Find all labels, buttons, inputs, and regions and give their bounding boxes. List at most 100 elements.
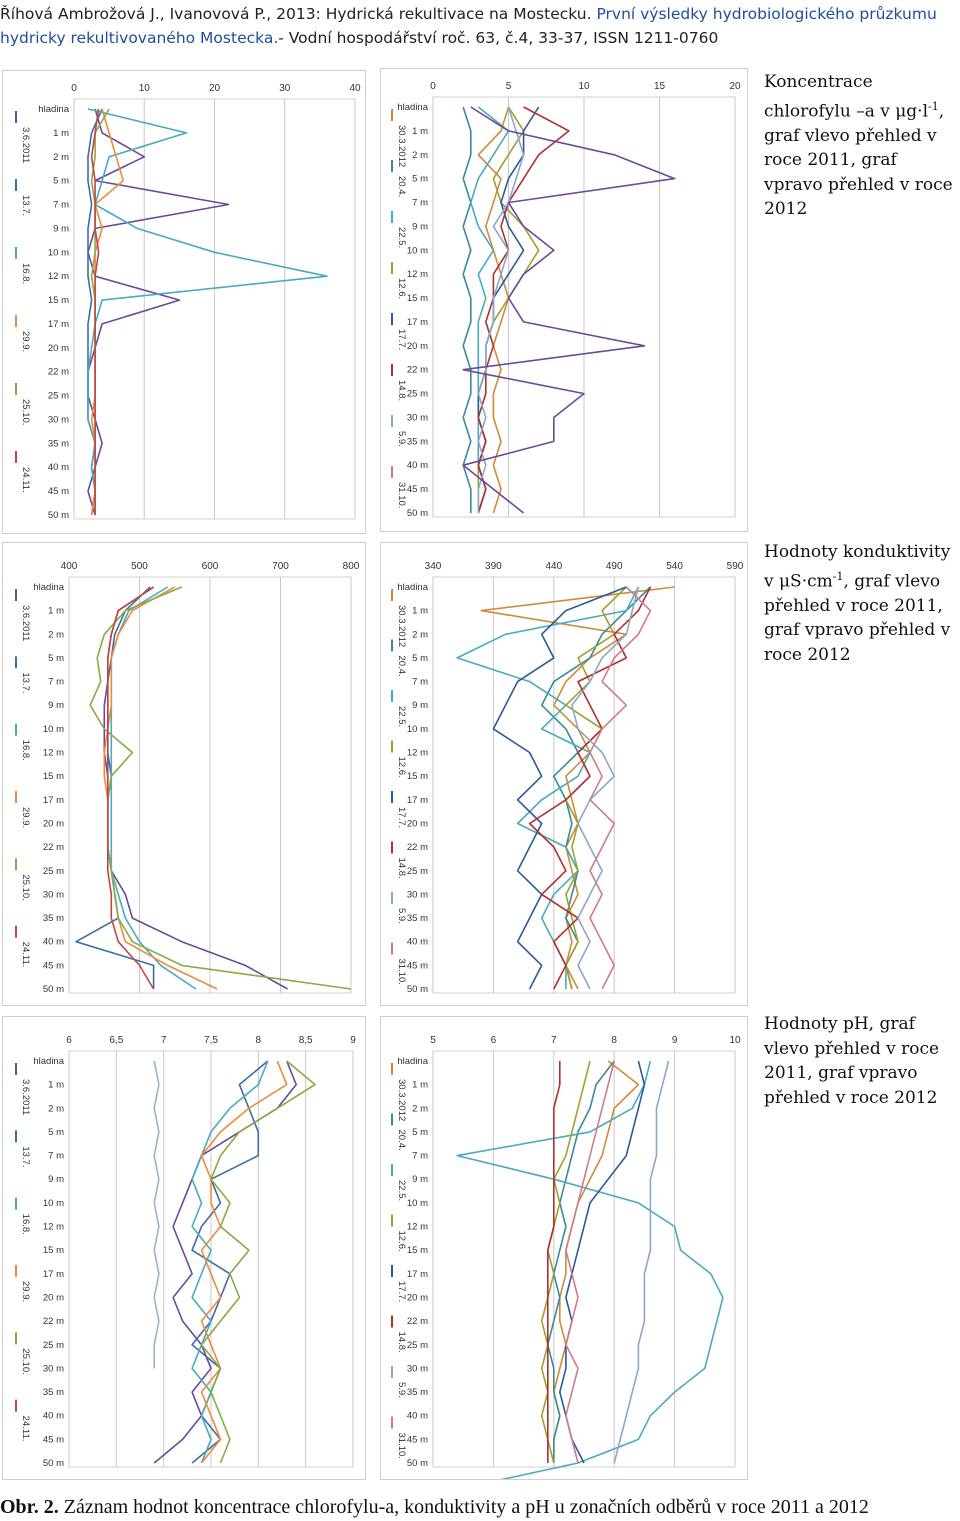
chart-svg: 400 500 600 700 800 hladina 1 m 2 m 5 m 7 m 9 m 10 …	[15, 561, 360, 995]
series-line	[589, 586, 652, 990]
depth-label: 50 m	[407, 1458, 428, 1469]
ph-description: Hodnoty pH, graf vlevo přehled v roce 20…	[764, 1014, 940, 1108]
x-tick-label: 500	[131, 561, 148, 572]
series-line	[103, 586, 218, 990]
legend-entry: 12.6.	[396, 1231, 407, 1252]
depth-label: 22 m	[407, 842, 428, 853]
depth-label: 45 m	[407, 1434, 428, 1445]
x-tick-label: 8	[256, 1035, 262, 1046]
depth-label: 10 m	[48, 247, 69, 258]
series-line	[480, 586, 675, 990]
legend-entry: 17.7.	[396, 329, 407, 350]
depth-label: 15 m	[407, 771, 428, 782]
legend-entry: 22.5.	[396, 1180, 407, 1201]
depth-label: 12 m	[407, 269, 428, 280]
depth-label: 7 m	[412, 677, 428, 688]
depth-label: 10 m	[407, 1198, 428, 1209]
series-line	[553, 1060, 640, 1463]
depth-label: 9 m	[412, 221, 428, 232]
legend-entry: 5.9.	[396, 431, 407, 447]
x-tick-label: 10	[139, 83, 151, 94]
legend-entry: 24.11.	[20, 942, 31, 968]
depth-label: 22 m	[407, 365, 428, 376]
legend-entry: 29.9.	[20, 1281, 31, 1302]
depth-label: 45 m	[43, 960, 64, 971]
depth-label: 25 m	[48, 391, 69, 402]
legend-entry: 25.10.	[20, 399, 31, 425]
depth-label: 1 m	[412, 126, 428, 137]
depth-label: 9 m	[48, 700, 64, 711]
depth-label: 7 m	[412, 1151, 428, 1162]
x-tick-label: 600	[202, 561, 219, 572]
series-line	[540, 1060, 591, 1464]
depth-label: 30 m	[48, 414, 69, 425]
x-tick-label: 340	[425, 561, 442, 572]
conductivity-description: Hodnoty konduktivity v μS·cm-1, graf vle…	[764, 542, 951, 665]
depth-label: 25 m	[407, 389, 428, 400]
depth-label: 40 m	[407, 460, 428, 471]
series-line	[87, 108, 328, 515]
chart-svg: 0 10 20 30 40 hladina 1 m 2 m 5 m 7 m 9 m 10 m 12 m 1…	[15, 83, 361, 521]
x-tick-label: 800	[343, 561, 360, 572]
depth-label: 20 m	[43, 818, 64, 829]
series-line	[613, 1060, 670, 1464]
depth-label: 2 m	[48, 1103, 64, 1114]
depth-label: 2 m	[412, 629, 428, 640]
legend-entry: 31.10.	[396, 482, 407, 508]
depth-label: 35 m	[407, 1387, 428, 1398]
series-line	[559, 1060, 646, 1464]
depth-label: 15 m	[43, 771, 64, 782]
series-line	[107, 586, 155, 990]
depth-label: 17 m	[43, 795, 64, 806]
depth-label: hladina	[397, 1056, 428, 1067]
depth-label: 17 m	[43, 1269, 64, 1280]
legend-entry: 3.6.2011	[20, 1079, 31, 1115]
depth-label: 5 m	[412, 653, 428, 664]
depth-label: 15 m	[407, 293, 428, 304]
depth-label: 17 m	[48, 319, 69, 330]
x-tick-label: 390	[485, 561, 502, 572]
depth-label: 30 m	[43, 889, 64, 900]
citation-header: Říhová Ambrožová J., Ivanovová P., 2013:…	[0, 2, 960, 50]
depth-label: 20 m	[48, 343, 69, 354]
depth-label: 25 m	[407, 866, 428, 877]
depth-label: 30 m	[43, 1363, 64, 1374]
depth-label: 7 m	[48, 1151, 64, 1162]
citation-title-link-continued[interactable]: hydricky rekultivovaného Mostecka.	[0, 29, 279, 47]
depth-label: 1 m	[48, 606, 64, 617]
legend-entry: 14.8.	[396, 380, 407, 401]
x-tick-label: 5	[430, 1035, 436, 1046]
series-line	[462, 106, 676, 514]
chart-conductivity-2011: 400 500 600 700 800 hladina 1 m 2 m 5 m 7 m 9 m 10 …	[2, 542, 366, 1006]
depth-label: 9 m	[48, 1174, 64, 1185]
depth-label: 2 m	[412, 150, 428, 161]
citation-title-link[interactable]: První výsledky hydrobiologického průzkum…	[596, 5, 937, 23]
legend-entry: 17.7.	[396, 1281, 407, 1302]
depth-label: 35 m	[407, 913, 428, 924]
depth-label: 1 m	[412, 1080, 428, 1091]
series-line	[571, 586, 640, 990]
depth-label: 45 m	[407, 484, 428, 495]
depth-label: 40 m	[43, 937, 64, 948]
depth-label: 20 m	[43, 1292, 64, 1303]
citation-authors: Říhová Ambrožová J., Ivanovová P., 2013:…	[0, 5, 597, 23]
x-tick-label: 9	[672, 1035, 678, 1046]
series-line	[565, 1060, 615, 1464]
x-tick-label: 8,5	[299, 1035, 313, 1046]
depth-label: hladina	[33, 1056, 64, 1067]
legend-entry: 12.6.	[396, 757, 407, 778]
depth-label: 20 m	[407, 1292, 428, 1303]
depth-label: 30 m	[407, 1363, 428, 1374]
legend-entry: 13.7.	[20, 672, 31, 693]
depth-label: 12 m	[407, 1222, 428, 1233]
depth-label: 5 m	[412, 1127, 428, 1138]
depth-label: 20 m	[407, 341, 428, 352]
depth-label: 40 m	[407, 1411, 428, 1422]
depth-label: 10 m	[43, 1198, 64, 1209]
x-tick-label: 400	[61, 561, 78, 572]
depth-label: 5 m	[48, 1127, 64, 1138]
depth-label: 35 m	[407, 436, 428, 447]
plot-area	[432, 1050, 736, 1468]
series-line	[477, 106, 510, 514]
depth-label: 35 m	[48, 438, 69, 449]
